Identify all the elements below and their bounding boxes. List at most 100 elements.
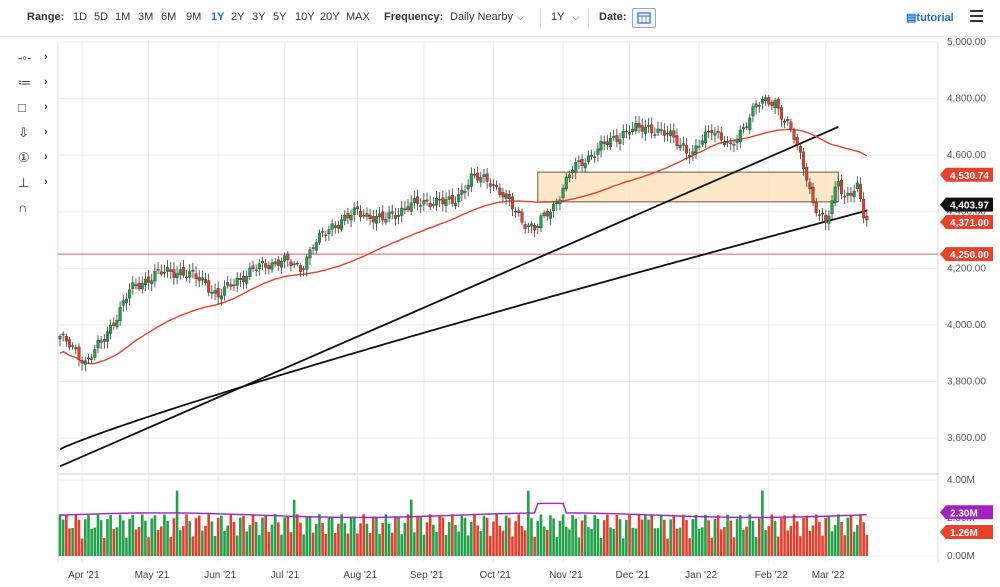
candle	[261, 256, 265, 271]
frequency-dropdown[interactable]: Daily Nearby ⌵	[450, 11, 524, 23]
candle	[514, 207, 518, 218]
range-button-6m[interactable]: 6M	[161, 11, 177, 23]
range-button-1m[interactable]: 1M	[115, 11, 131, 23]
number-tool[interactable]: ① ›	[18, 150, 54, 170]
volume-bar	[767, 526, 771, 556]
volume-bar	[178, 530, 182, 556]
candle	[802, 147, 806, 177]
volume-bar	[577, 537, 581, 556]
volume-bar	[485, 517, 489, 556]
candle-body	[624, 130, 628, 133]
range-button-5y[interactable]: 5Y	[273, 11, 287, 23]
crosshair-icon: -◦-	[18, 50, 32, 65]
candle-body	[118, 307, 122, 322]
volume-bar	[501, 530, 505, 556]
candle	[447, 189, 451, 205]
hamburger-menu-icon[interactable]	[970, 10, 983, 22]
volume-bar	[558, 520, 562, 556]
candle	[703, 125, 707, 148]
chevron-right-icon: ›	[44, 76, 48, 88]
range-button-2y[interactable]: 2Y	[231, 11, 245, 23]
candle	[419, 198, 423, 214]
volume-bar	[805, 515, 809, 556]
volume-bar	[561, 514, 565, 556]
range-button-max[interactable]: MAX	[346, 11, 370, 23]
candle-body	[552, 204, 556, 211]
candle	[109, 319, 113, 340]
range-button-9m[interactable]: 9M	[186, 11, 202, 23]
calendar-button[interactable]	[632, 8, 656, 28]
volume-bar	[621, 538, 625, 556]
candle-body	[757, 105, 761, 107]
candle-body	[276, 259, 280, 266]
volume-bar	[330, 516, 334, 556]
volume-bar	[606, 514, 609, 556]
candle-body	[270, 262, 274, 270]
candle-body	[859, 184, 863, 199]
volume-bar	[261, 517, 264, 556]
range-button-10y[interactable]: 10Y	[295, 11, 315, 23]
volume-bar	[413, 532, 416, 556]
volume-bar	[220, 515, 223, 556]
volume-bar	[99, 520, 103, 556]
range-button-20y[interactable]: 20Y	[320, 11, 340, 23]
candle	[378, 207, 382, 224]
candle-body	[298, 265, 302, 272]
volume-bar	[811, 525, 815, 556]
x-tick-label: May '21	[135, 570, 170, 581]
candle-body	[327, 229, 331, 234]
candle-body	[738, 129, 742, 143]
volume-bar	[846, 517, 850, 556]
candle	[798, 142, 802, 160]
candle	[352, 202, 356, 222]
candle-body	[640, 125, 644, 132]
candle	[115, 314, 119, 330]
candle-body	[156, 269, 160, 271]
volume-bar	[843, 535, 846, 556]
rectangle-icon: □	[18, 100, 26, 115]
candle	[605, 135, 609, 150]
rectangle-tool[interactable]: □ ›	[18, 100, 54, 120]
list-tool[interactable]: ≔ ›	[18, 75, 54, 95]
candle-body	[419, 205, 423, 207]
candle	[504, 189, 508, 205]
candle-body	[412, 198, 416, 203]
candle-body	[105, 331, 109, 342]
range-button-1d[interactable]: 1D	[73, 11, 88, 23]
magnet-tool[interactable]: ∩	[18, 200, 54, 220]
volume-bar	[131, 515, 135, 556]
candle	[621, 124, 625, 146]
indicator-tool[interactable]: ⊥ ›	[18, 175, 54, 195]
candle-body	[656, 128, 660, 133]
candle-body	[697, 146, 701, 148]
candle	[666, 125, 670, 142]
tutorial-link[interactable]: ▤tutorial	[906, 11, 954, 24]
candle	[175, 266, 179, 285]
candle-body	[143, 278, 147, 285]
arrow-tool[interactable]: ⇩ ›	[18, 125, 54, 145]
range-button-3y[interactable]: 3Y	[252, 11, 266, 23]
volume-bar	[745, 526, 748, 556]
candle	[333, 220, 337, 234]
volume-bar	[416, 516, 419, 556]
candle-body	[387, 212, 391, 219]
volume-bar	[470, 521, 473, 556]
candle	[634, 116, 638, 135]
price-tick-label: 3,600.00	[947, 433, 986, 444]
candle	[770, 99, 774, 110]
volume-bar	[545, 529, 549, 556]
candle	[298, 263, 302, 277]
candle-body	[191, 269, 195, 272]
volume-bar	[710, 537, 714, 556]
candle	[150, 273, 154, 292]
crosshair-tool[interactable]: -◦- ›	[18, 50, 54, 70]
range-button-5d[interactable]: 5D	[94, 11, 109, 23]
range-button-1y[interactable]: 1Y	[211, 11, 225, 23]
candle	[340, 214, 344, 232]
candle-body	[223, 286, 227, 296]
range-button-3m[interactable]: 3M	[138, 11, 154, 23]
volume-bar	[555, 537, 559, 556]
candle	[533, 222, 537, 238]
period-dropdown[interactable]: 1Y ⌵	[551, 11, 579, 23]
